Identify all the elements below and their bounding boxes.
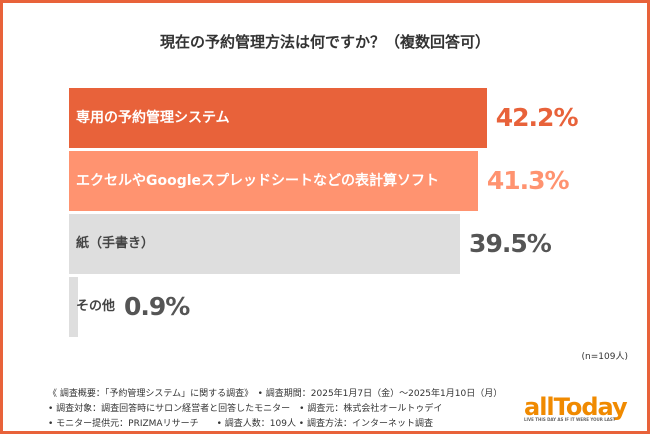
value-label: 42.2% [495,103,579,132]
alltoday-logo: allToday LIVE THIS DAY AS IF IT WERE YOUR… [524,393,628,422]
sample-size-note: (n=109人) [581,352,628,362]
note-line: • モニター提供元：PRIZMAリサーチ • 調査人数：109人 • 調査方法：… [48,419,433,429]
bar [69,151,478,211]
survey-notes: 《 調査概要：「予約管理システム」に関する調査》 • 調査期間：2025年1月7… [48,387,502,432]
value-label: 0.9% [124,292,190,321]
bar [69,214,461,274]
note-line: 《 調査概要：「予約管理システム」に関する調査》 • 調査期間：2025年1月7… [48,389,503,399]
bar [69,277,78,337]
category-label: エクセルやGoogleスプレッドシートなどの表計算ソフト [76,173,440,189]
note-line: • 調査対象：調査回答時にサロン経営者と回答したモニター • 調査元：株式会社オ… [48,404,443,414]
bar [69,88,487,148]
category-label: 専用の予約管理システム [76,110,230,126]
category-label: その他 [76,299,116,314]
value-label: 39.5% [469,229,552,258]
chart-title: 現在の予約管理方法は何ですか？（複数回答可） [159,33,490,51]
value-label: 41.3% [486,166,570,195]
category-label: 紙（手書き） [76,236,155,251]
